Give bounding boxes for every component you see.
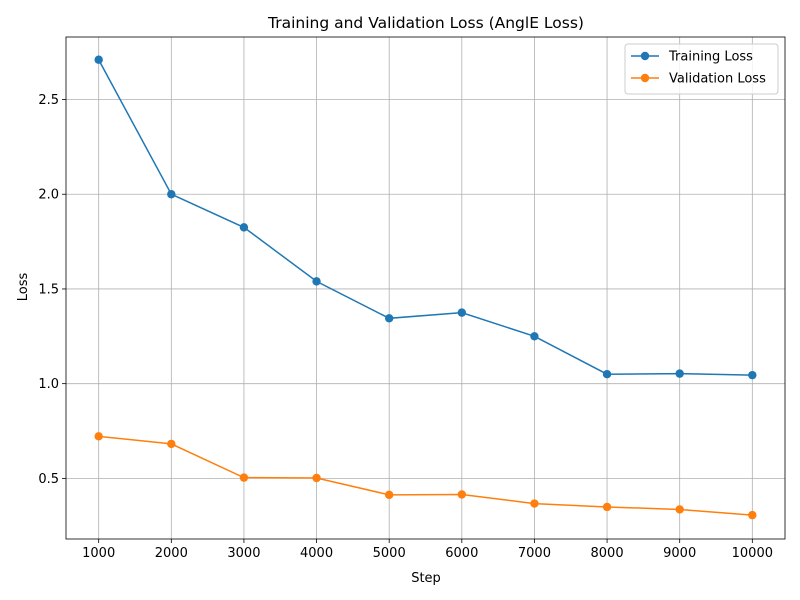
data-point [675, 505, 684, 514]
data-point [384, 490, 394, 500]
data-point [167, 190, 176, 199]
data-point [239, 223, 249, 232]
series-validation-loss [94, 432, 757, 520]
data-point [94, 55, 103, 64]
x-tick-label: 7000 [518, 546, 551, 561]
x-tick-label: 6000 [445, 546, 478, 561]
axes [65, 36, 786, 540]
chart-title: Training and Validation Loss (AnglE Loss… [267, 14, 584, 32]
series-line [98, 435, 753, 516]
y-tick-label: 1.0 [38, 377, 59, 392]
data-point [312, 473, 321, 483]
x-axis-label: Step [411, 571, 441, 586]
y-tick-label: 1.5 [38, 282, 59, 297]
legend-label: Training Loss [668, 50, 753, 65]
legend-item: Validation Loss [631, 72, 766, 87]
x-tick-label: 3000 [227, 546, 260, 561]
y-axis-label: Loss [16, 273, 31, 302]
x-tick-label: 1000 [82, 546, 115, 561]
data-point [312, 277, 321, 286]
data-point [167, 439, 176, 449]
series-line [98, 59, 753, 376]
legend-item: Training Loss [631, 50, 753, 65]
data-point [457, 308, 467, 317]
plot-frame [65, 36, 786, 540]
series-training-loss [94, 55, 757, 380]
y-tick-label: 2.0 [38, 188, 59, 203]
data-point [94, 432, 103, 441]
data-point [602, 369, 612, 379]
series-group [94, 55, 757, 520]
legend-marker [640, 51, 650, 61]
x-tick-label: 5000 [373, 546, 406, 561]
legend: Training Loss Validation Loss [624, 43, 779, 95]
x-tick-label: 4000 [300, 546, 333, 561]
x-tick-label: 9000 [663, 546, 696, 561]
data-point [748, 510, 757, 520]
legend-label: Validation Loss [669, 72, 766, 87]
data-point [530, 332, 539, 341]
data-point [602, 502, 612, 512]
y-axis-ticks: 0.5 1.0 1.5 2.0 2.5 [38, 93, 66, 487]
data-point [748, 370, 757, 380]
data-point [239, 473, 249, 482]
legend-marker [640, 73, 650, 83]
y-tick-label: 0.5 [38, 472, 59, 487]
grid-lines [66, 37, 785, 539]
data-point [675, 369, 684, 378]
data-point [384, 314, 394, 323]
data-point [457, 490, 467, 499]
x-tick-label: 2000 [155, 546, 188, 561]
data-point [530, 499, 539, 508]
x-tick-label: 10000 [732, 546, 773, 561]
y-tick-label: 2.5 [38, 93, 59, 108]
x-tick-label: 8000 [591, 546, 624, 561]
legend-box [624, 43, 779, 95]
x-axis-ticks: 1000 2000 3000 4000 5000 6000 7000 8000 9000 1000… [82, 539, 773, 561]
